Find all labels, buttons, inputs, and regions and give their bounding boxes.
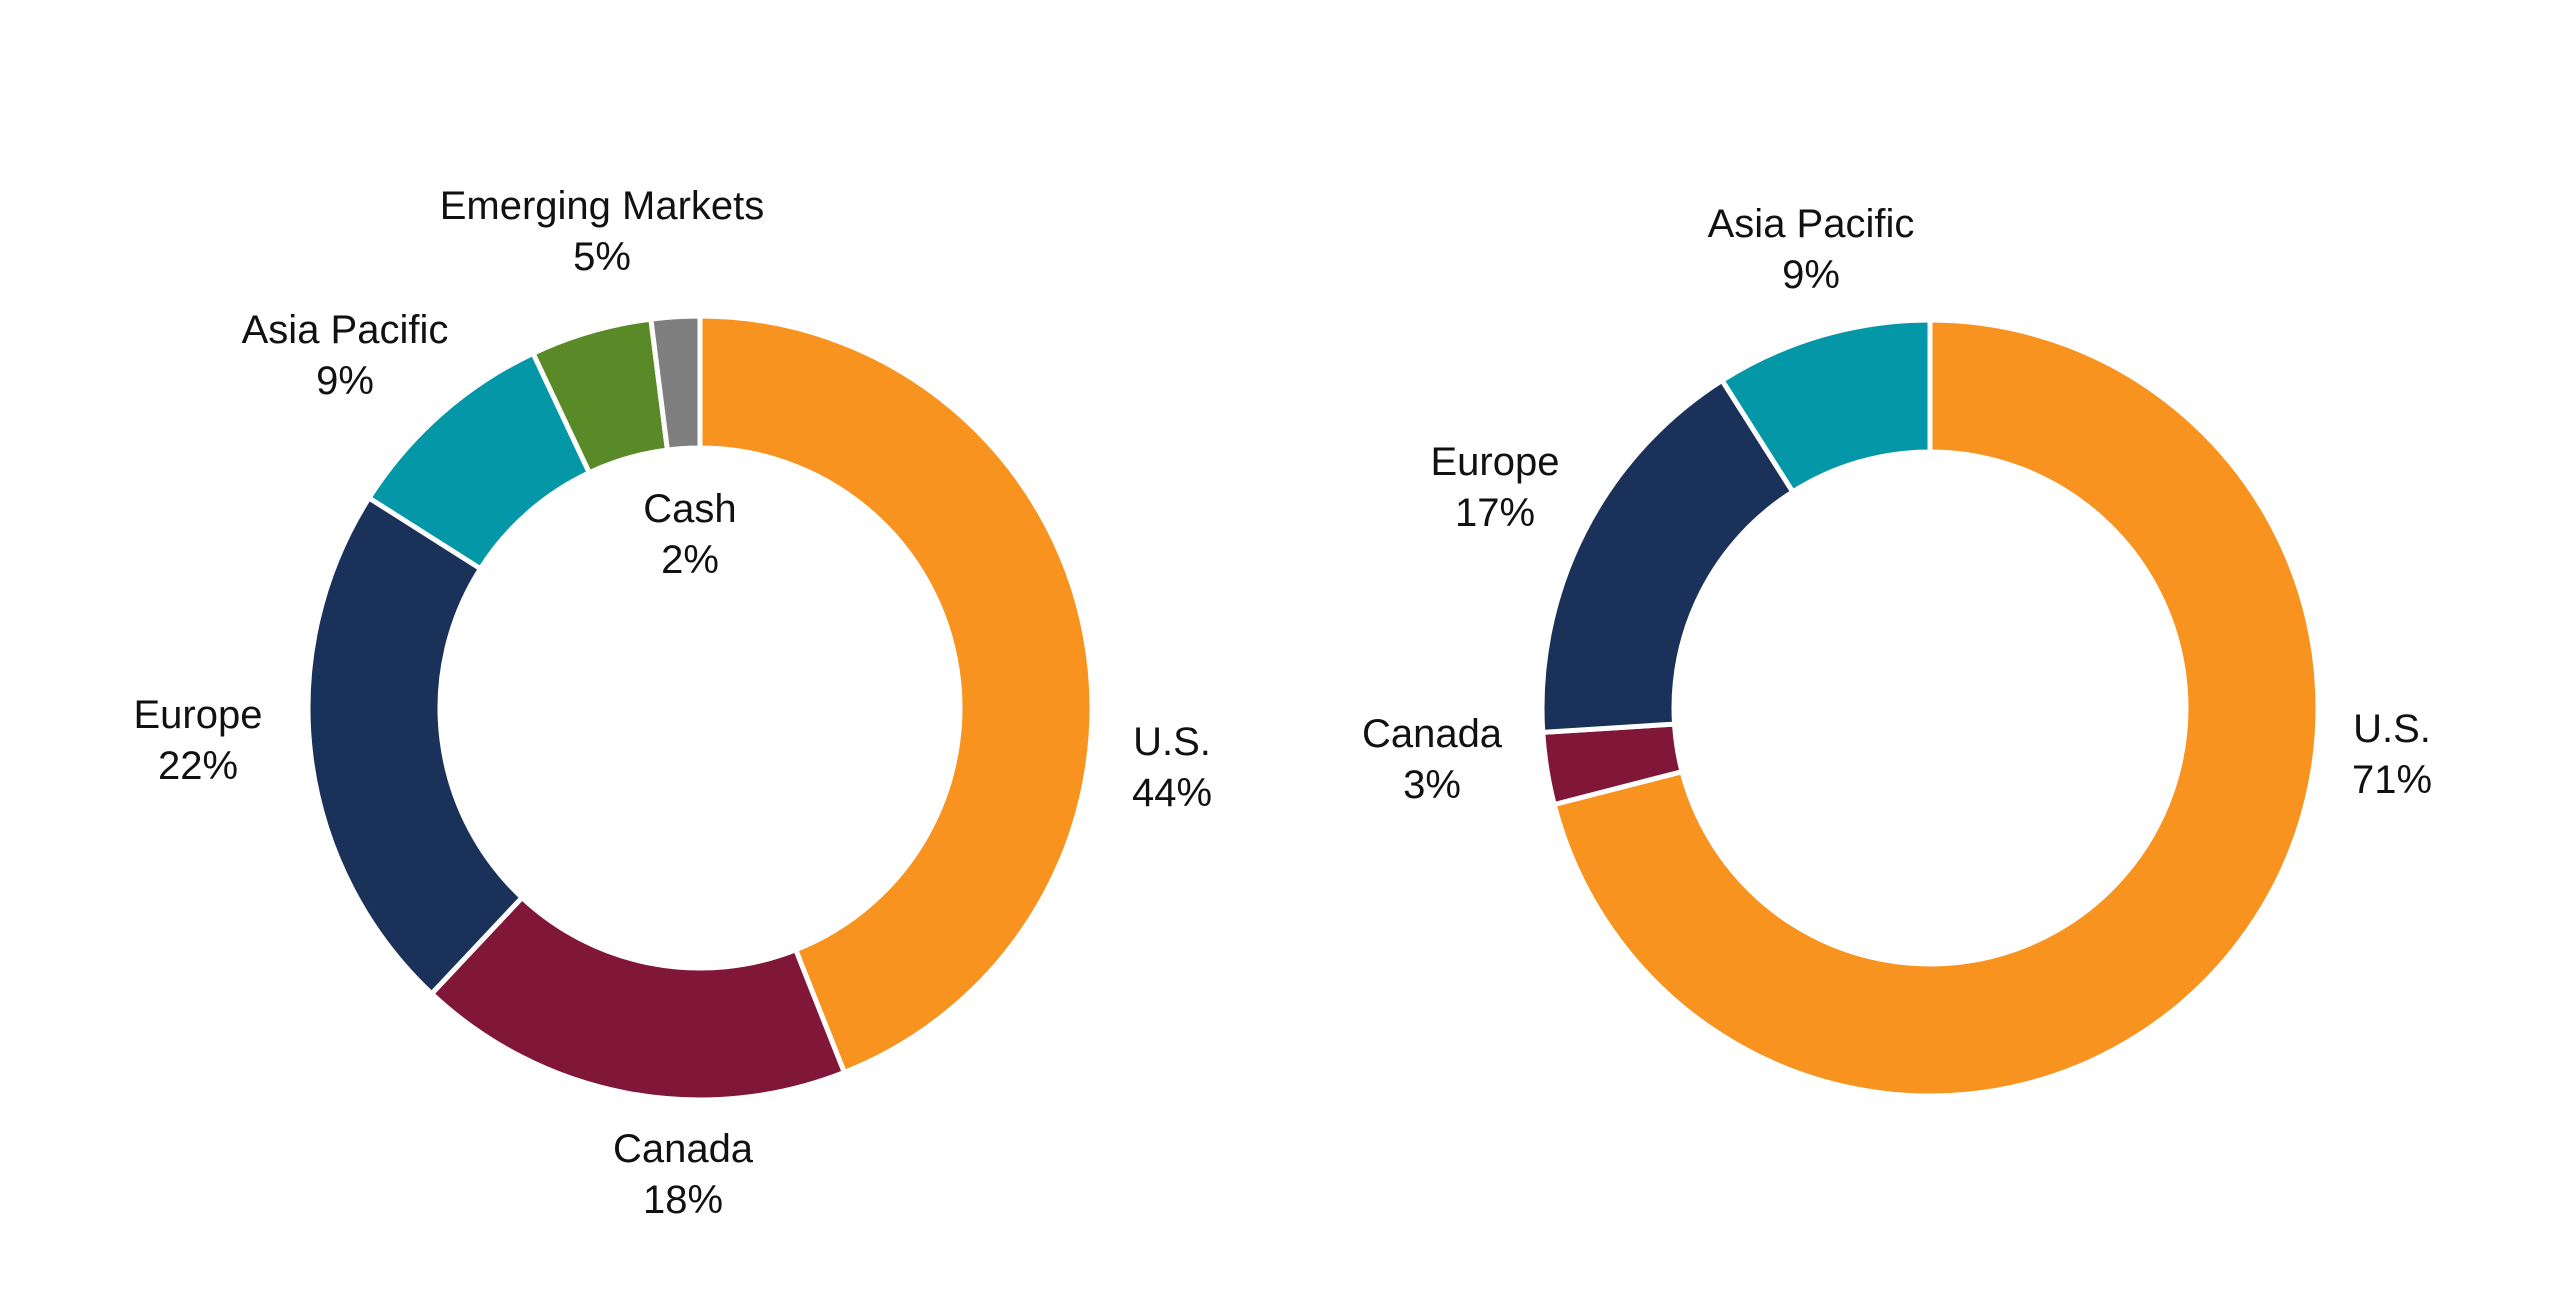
donut-chart-2-labels: U.S. 71% Canada 3% Europe 17% Asia Pacif… [1362, 202, 2432, 807]
label-europe-value: 17% [1455, 491, 1535, 535]
slice-europe [1539, 376, 1797, 736]
slice-u-s [1551, 317, 2321, 1099]
donut-chart-2-slices [1539, 317, 2321, 1099]
label-cash-value: 2% [661, 538, 719, 582]
slice-europe [305, 494, 526, 998]
label-asia-pacific-name: Asia Pacific [242, 308, 449, 352]
donut-chart-1-slices [305, 313, 1095, 1103]
label-emerging-markets-name: Emerging Markets [440, 184, 765, 228]
label-cash-name: Cash [643, 487, 736, 531]
donut-chart-1: U.S. 44% Canada 18% Europe 22% Asia Paci… [134, 184, 1213, 1222]
label-us-value: 71% [2352, 758, 2432, 802]
donut-chart-2: U.S. 71% Canada 3% Europe 17% Asia Pacif… [1362, 202, 2432, 1099]
label-asia-pacific-value: 9% [316, 359, 374, 403]
slice-canada [428, 893, 848, 1103]
donut-chart-1-labels: U.S. 44% Canada 18% Europe 22% Asia Paci… [134, 184, 1213, 1222]
label-asia-pacific-name: Asia Pacific [1708, 202, 1915, 246]
label-us-value: 44% [1132, 771, 1212, 815]
slice-asia-pacific [1718, 317, 1933, 496]
label-us-name: U.S. [2353, 707, 2431, 751]
label-us-name: U.S. [1133, 720, 1211, 764]
slice-cash [648, 313, 703, 453]
slice-u-s [697, 313, 1095, 1076]
label-canada-value: 18% [643, 1178, 723, 1222]
label-europe-name: Europe [134, 693, 263, 737]
label-europe-value: 22% [158, 744, 238, 788]
label-europe-name: Europe [1431, 440, 1560, 484]
label-asia-pacific-value: 9% [1782, 253, 1840, 297]
label-canada-name: Canada [1362, 712, 1503, 756]
label-emerging-markets-value: 5% [573, 235, 631, 279]
label-canada-value: 3% [1403, 763, 1461, 807]
label-canada-name: Canada [613, 1127, 754, 1171]
